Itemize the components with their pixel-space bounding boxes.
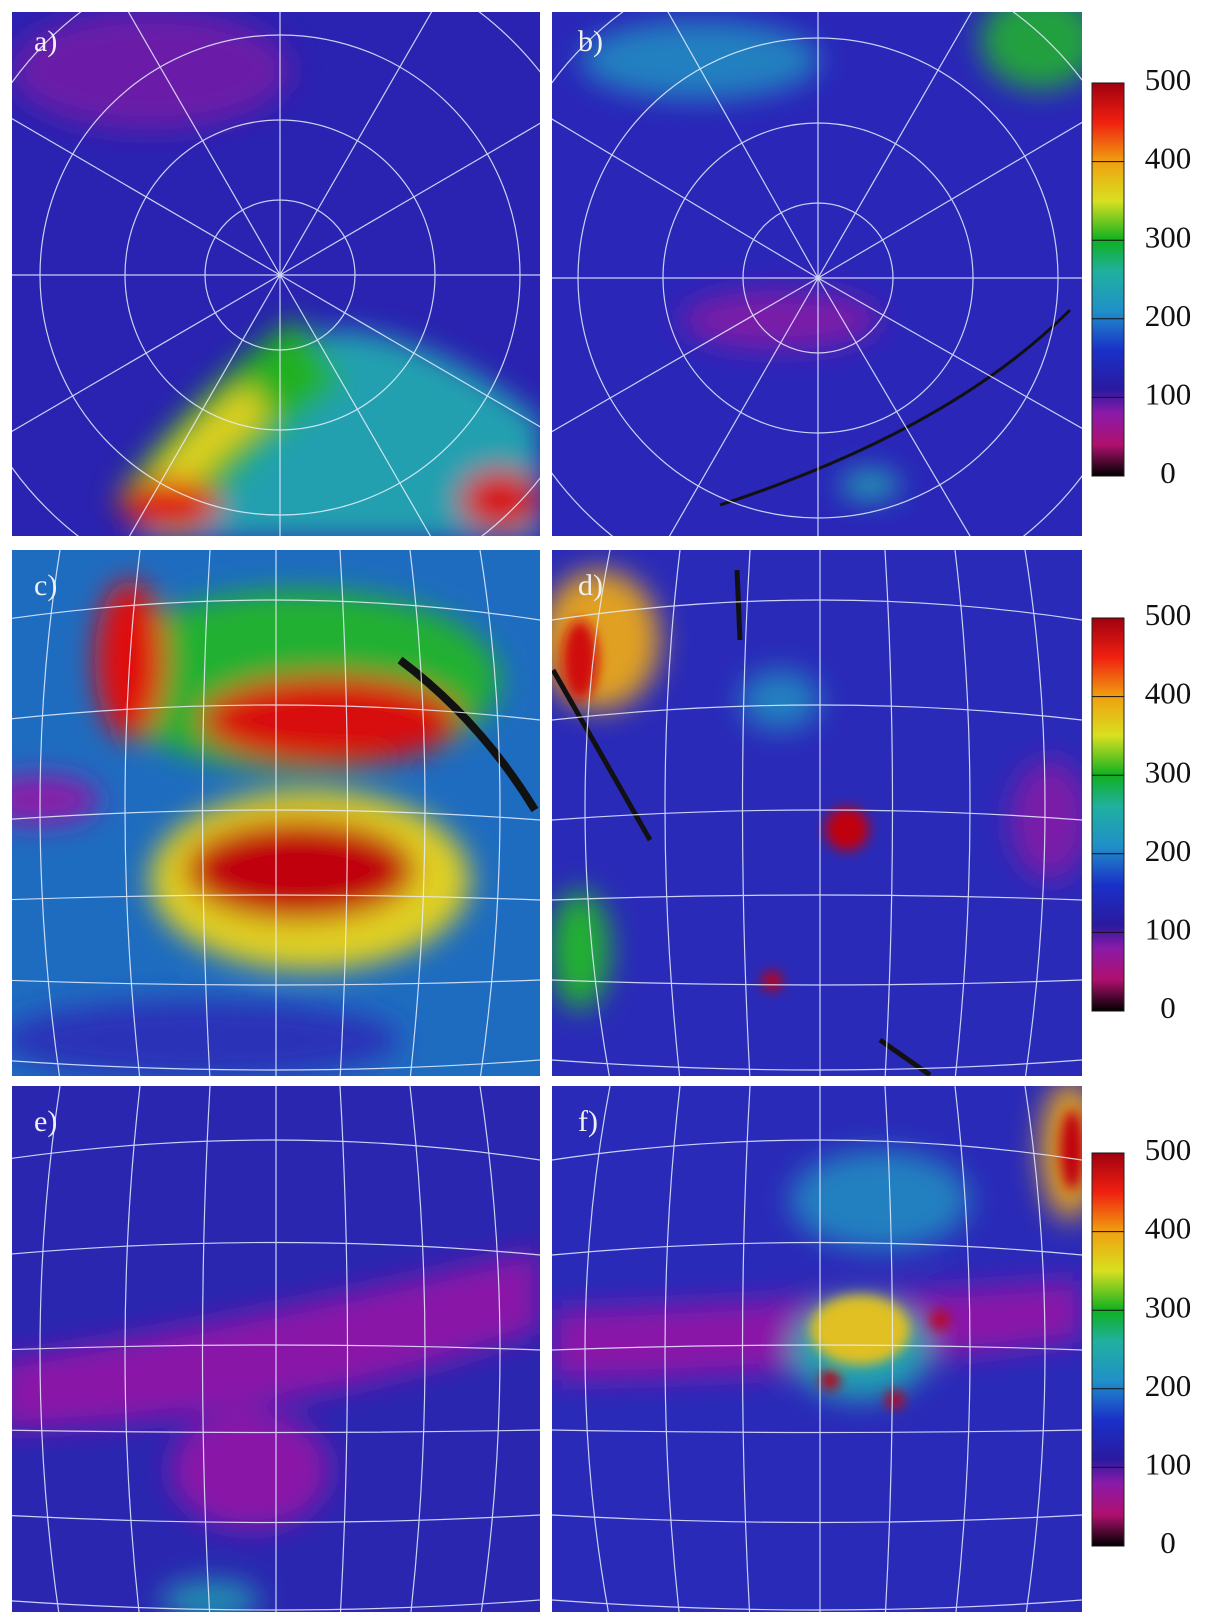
- colorbar-tick-label: 100: [1145, 377, 1192, 412]
- colorbar: [1092, 83, 1124, 476]
- colorbar-tick-label: 400: [1145, 676, 1192, 711]
- colorbar-tick-label: 500: [1145, 62, 1192, 97]
- panel-label: a): [34, 25, 57, 58]
- panel-label: f): [578, 1105, 598, 1138]
- page: a) b) c) d) e) f) 0 100 200 300 400 500 0 100 20…: [0, 0, 1210, 1621]
- colorbar-tick-label: 200: [1145, 1368, 1192, 1403]
- colorbar-tick-label: 300: [1145, 754, 1192, 789]
- colorbar-tick-label: 0: [1160, 990, 1176, 1025]
- panel-e: [0, 1086, 540, 1621]
- colorbar: [1092, 618, 1124, 1011]
- colorbar-tick-label: 500: [1145, 597, 1192, 632]
- colorbar-tick-label: 0: [1160, 1525, 1176, 1560]
- colorbar-tick-label: 200: [1145, 833, 1192, 868]
- panel-label: d): [578, 569, 603, 602]
- colorbar-tick-label: 400: [1145, 141, 1192, 176]
- colorbar-tick-label: 400: [1145, 1211, 1192, 1246]
- panel-label: b): [578, 25, 603, 58]
- colorbar: [1092, 1153, 1124, 1546]
- panel-f: [552, 1080, 1100, 1621]
- colorbar-tick-label: 200: [1145, 298, 1192, 333]
- colorbar-tick-label: 0: [1160, 455, 1176, 490]
- panel-b: [488, 0, 1148, 608]
- colorbar-tick-label: 100: [1145, 912, 1192, 947]
- colorbar-tick-label: 300: [1145, 219, 1192, 254]
- panel-d: [540, 550, 1090, 1080]
- colorbar-tick-label: 100: [1145, 1447, 1192, 1482]
- panel-label: e): [34, 1105, 57, 1138]
- colorbar-tick-label: 300: [1145, 1289, 1192, 1324]
- figure: a) b) c) d) e) f) 0 100 200 300 400 500 0 100 20…: [0, 0, 1210, 1621]
- panel-a: [0, 0, 610, 605]
- colorbar-tick-label: 500: [1145, 1132, 1192, 1167]
- panel-label: c): [34, 569, 57, 602]
- panel-c: [0, 550, 540, 1080]
